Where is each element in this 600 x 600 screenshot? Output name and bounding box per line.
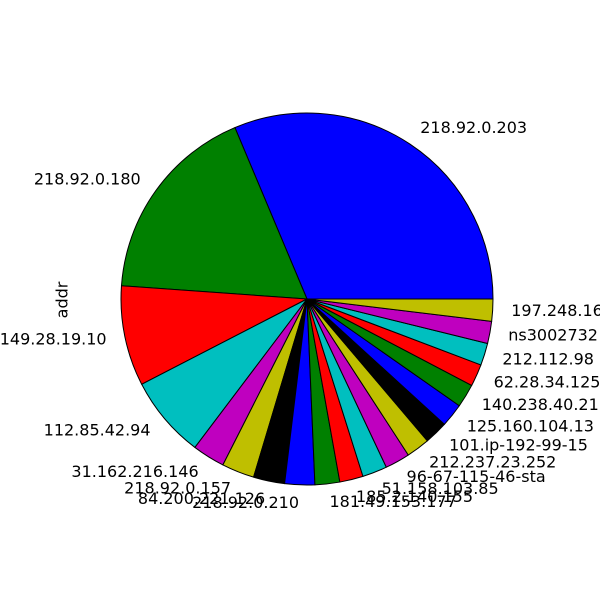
pie-slice — [120, 127, 308, 300]
pie-slice-label: 197.248.16 — [511, 301, 600, 320]
pie-slices — [120, 112, 494, 486]
pie-slice-label: 218.92.0.203 — [420, 118, 527, 137]
pie-slice-label: 218.92.0.210 — [192, 493, 299, 512]
pie-slice-label: 31.162.216.146 — [71, 462, 198, 481]
y-axis-label: addr — [53, 281, 72, 318]
pie-slice-label: 212.237.23.252 — [429, 453, 556, 472]
pie-slice-label: 112.85.42.94 — [44, 420, 151, 439]
pie-slice — [120, 285, 308, 385]
pie-slice — [306, 298, 494, 322]
pie-labels: 218.92.0.203 218.92.0.180 149.28.19.10 112.… — [0, 118, 600, 512]
pie-slice-label: 218.92.0.157 — [124, 478, 231, 497]
pie-slice-label: 84.200.221.126 — [138, 489, 265, 508]
pie-slice-label: 149.28.19.10 — [0, 330, 107, 349]
pie-slice-label: 185.2.140.155 — [356, 487, 473, 506]
pie-slice-label: 140.238.40.21 — [482, 395, 599, 414]
pie-slice-label: ns3002732 — [508, 325, 598, 344]
pie-slice-label: 101.ip-192-99-15 — [449, 436, 588, 455]
pie-slice-label: 51.158.103.85 — [382, 479, 499, 498]
pie-slice — [234, 112, 494, 300]
pie-slice-label: 125.160.104.13 — [467, 416, 594, 435]
pie-slice-label: 218.92.0.180 — [34, 169, 141, 188]
pie-slice-label: 181.49.153.177 — [330, 492, 457, 511]
pie-slice-label: 96-67-115-46-sta — [407, 467, 546, 486]
pie-slice-label: 62.28.34.125 — [494, 372, 600, 391]
pie-slice-label: 212.112.98 — [502, 349, 594, 368]
